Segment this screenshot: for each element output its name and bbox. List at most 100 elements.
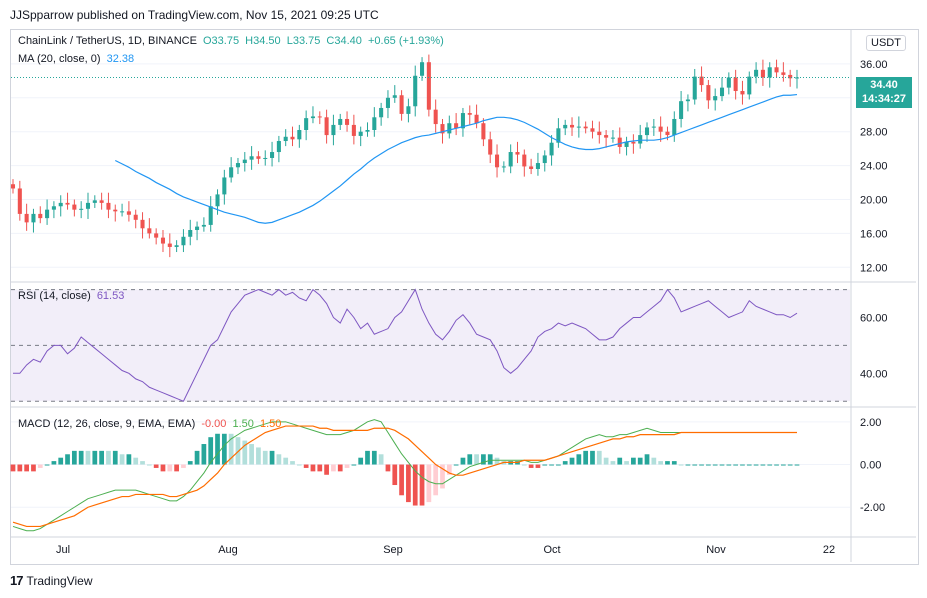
macd-hist-bar: [85, 450, 91, 465]
candle-body: [522, 154, 527, 167]
macd-hist-bar: [590, 450, 595, 465]
candle-body: [474, 114, 479, 124]
macd-hist-bar: [719, 464, 725, 466]
time-tick-label: Oct: [543, 544, 560, 556]
candle-body: [685, 99, 690, 102]
candle-body: [590, 128, 595, 132]
macd-hist-bar: [378, 454, 384, 465]
candle-body: [447, 123, 452, 134]
rsi-line: [13, 288, 798, 402]
candle-body: [263, 157, 268, 159]
candle-body: [719, 87, 725, 97]
footer-brand: TradingView: [26, 573, 93, 588]
candle-body: [147, 228, 152, 234]
candle-body: [45, 209, 50, 219]
macd-hist-bar: [712, 464, 718, 466]
price-tick-label: 36.00: [860, 59, 888, 71]
candle-body: [597, 131, 602, 136]
macd-hist-bar: [44, 464, 50, 466]
macd-hist-bar: [303, 464, 309, 468]
macd-hist-bar: [419, 464, 425, 506]
candle-body: [781, 72, 786, 75]
macd-hist-bar: [262, 450, 268, 465]
candle-body: [481, 123, 486, 140]
macd-hist-bar: [685, 464, 691, 466]
candle-body: [665, 131, 670, 136]
macd-hist-bar: [92, 450, 98, 465]
candle-body: [195, 226, 200, 230]
candle-body: [317, 116, 322, 118]
candle-body: [440, 124, 445, 134]
macd-legend: MACD (12, 26, close, 9, EMA, EMA) -0.00 …: [18, 418, 284, 430]
macd-hist-bar: [549, 464, 554, 466]
candle-body: [454, 123, 459, 129]
rsi-tick-label: 40.00: [860, 368, 888, 380]
candle-body: [426, 62, 431, 110]
macd-tick-label: 2.00: [860, 417, 881, 429]
macd-hist-bar: [556, 464, 561, 466]
publisher-line: JJSpparrow published on TradingView.com,…: [10, 8, 379, 22]
macd-hist-bar: [392, 464, 398, 486]
candle-body: [229, 167, 234, 178]
macd-hist-bar: [474, 454, 479, 465]
macd-hist-bar: [467, 454, 473, 465]
high-value: H34.50: [245, 35, 281, 47]
candle-body: [188, 230, 193, 237]
macd-hist-bar: [569, 457, 575, 465]
rsi-label[interactable]: RSI (14, close): [18, 290, 91, 302]
candle-body: [351, 124, 356, 136]
macd-hist-bar: [644, 454, 650, 465]
candle-body: [113, 209, 118, 212]
macd-hist-bar: [65, 454, 70, 465]
macd-hist-bar: [494, 457, 500, 465]
candle-body: [72, 204, 77, 210]
candle-body: [215, 194, 220, 207]
candle-body: [201, 224, 206, 227]
candle-body: [379, 107, 384, 118]
candle-body: [310, 116, 315, 119]
candle-body: [270, 152, 275, 158]
candle-body: [604, 135, 609, 138]
macd-hist-bar: [276, 454, 282, 465]
candle-body: [672, 118, 677, 136]
candle-body: [51, 206, 56, 210]
macd-hist-value: -0.00: [201, 418, 227, 430]
macd-hist-bar: [201, 444, 207, 465]
candle-body: [583, 126, 588, 129]
macd-hist-bar: [794, 464, 800, 466]
macd-hist-bar: [753, 464, 759, 466]
macd-hist-bar: [358, 457, 364, 465]
candle-body: [679, 101, 684, 119]
macd-hist-bar: [290, 461, 295, 465]
symbol-label[interactable]: ChainLink / TetherUS, 1D, BINANCE: [18, 35, 197, 47]
macd-hist-bar: [106, 450, 111, 465]
macd-hist-bar: [221, 433, 227, 465]
candle-body: [249, 156, 254, 160]
macd-hist-bar: [71, 450, 77, 465]
macd-hist-bar: [399, 464, 404, 496]
candle-body: [99, 200, 104, 203]
macd-hist-bar: [678, 464, 684, 466]
macd-hist-bar: [126, 454, 132, 465]
macd-hist-bar: [521, 464, 527, 466]
candle-body: [392, 95, 397, 98]
candle-body: [242, 159, 247, 164]
macd-hist-bar: [535, 464, 541, 468]
macd-label[interactable]: MACD (12, 26, close, 9, EMA, EMA): [18, 418, 196, 430]
macd-hist-bar: [317, 464, 323, 472]
chart-frame: [10, 29, 919, 565]
ma-label[interactable]: MA (20, close, 0): [18, 53, 101, 65]
time-tick-label: Nov: [706, 544, 726, 556]
macd-hist-bar: [146, 464, 152, 466]
macd-hist-bar: [215, 433, 220, 465]
candle-body: [767, 67, 772, 78]
macd-hist-bar: [406, 464, 411, 503]
currency-button[interactable]: USDT: [866, 35, 906, 51]
candle-body: [372, 117, 377, 130]
candle-body: [644, 127, 650, 136]
price-tick-label: 28.00: [860, 127, 888, 139]
macd-hist-bar: [167, 464, 173, 472]
macd-hist-bar: [733, 464, 739, 466]
footer: 17 TradingView: [10, 573, 93, 588]
